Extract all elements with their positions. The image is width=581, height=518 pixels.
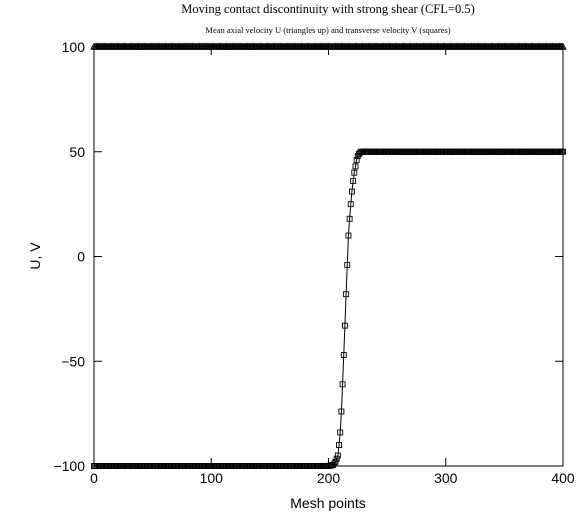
square-marker xyxy=(339,381,346,388)
y-tick-labels: −100 −50 0 50 100 xyxy=(53,39,85,474)
x-tick-label: 300 xyxy=(434,470,458,486)
x-tick-label: 400 xyxy=(551,470,575,486)
y-tick-label: −50 xyxy=(61,353,85,369)
square-marker xyxy=(333,455,340,462)
square-marker xyxy=(351,169,358,176)
series-u-markers xyxy=(90,42,567,50)
square-marker xyxy=(341,322,348,329)
square-marker xyxy=(346,215,353,222)
square-marker xyxy=(352,163,359,170)
square-marker xyxy=(340,352,347,358)
square-marker xyxy=(344,261,351,268)
square-marker xyxy=(334,452,341,459)
chart-subtitle: Mean axial velocity U (triangles up) and… xyxy=(205,25,450,35)
series-v-path xyxy=(94,151,563,467)
axis-ticks xyxy=(93,46,564,467)
square-marker xyxy=(332,458,339,465)
y-tick-label: 50 xyxy=(69,144,85,160)
y-tick-label: 0 xyxy=(77,249,85,265)
y-axis-label: U, V xyxy=(27,242,43,270)
series-v-line xyxy=(94,151,563,467)
square-marker xyxy=(347,201,354,208)
square-marker xyxy=(336,442,342,448)
y-tick-label: 100 xyxy=(62,39,86,55)
square-marker xyxy=(350,178,357,185)
square-marker xyxy=(353,157,360,164)
square-marker xyxy=(349,188,355,195)
plot-frame xyxy=(93,46,564,467)
x-axis-label: Mesh points xyxy=(290,495,365,511)
square-marker xyxy=(345,232,352,239)
chart-title: Moving contact discontinuity with strong… xyxy=(181,2,474,16)
x-tick-labels: 0 100 200 300 400 xyxy=(90,470,575,486)
square-marker xyxy=(343,291,350,298)
series-v-markers xyxy=(91,148,566,469)
y-tick-label: −100 xyxy=(53,458,85,474)
x-tick-label: 200 xyxy=(317,470,341,486)
x-tick-label: 0 xyxy=(90,470,98,486)
square-marker xyxy=(338,408,345,415)
square-marker xyxy=(337,429,344,436)
triangle-marker xyxy=(559,42,567,50)
x-tick-label: 100 xyxy=(200,470,224,486)
square-marker xyxy=(560,148,566,155)
